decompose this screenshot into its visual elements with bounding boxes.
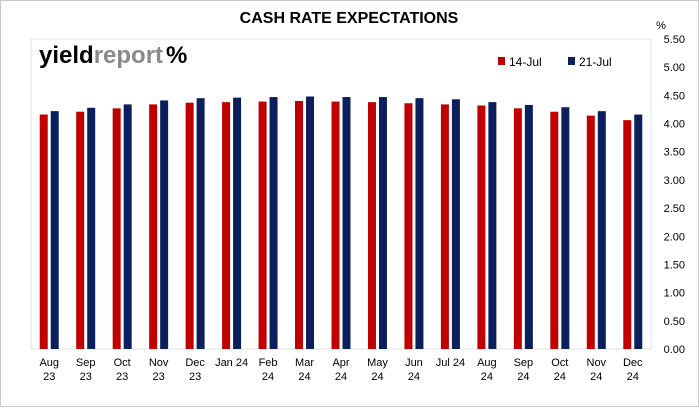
bar-14-jul-5: [222, 102, 231, 349]
x-tick-label: Jan 24: [215, 357, 248, 369]
x-tick-label: 24: [590, 371, 602, 383]
x-tick-label: Nov: [587, 357, 607, 369]
bar-21-jul-16: [634, 114, 643, 349]
bar-14-jul-2: [112, 108, 121, 349]
x-tick-label: Jul 24: [436, 357, 465, 369]
bar-14-jul-11: [440, 104, 449, 349]
bar-21-jul-2: [123, 104, 132, 349]
bar-21-jul-9: [378, 97, 387, 350]
x-tick-label: 23: [116, 371, 128, 383]
bar-14-jul-1: [76, 111, 85, 349]
legend-swatch-21-jul: [568, 57, 575, 65]
y-tick-label: 5.00: [664, 62, 685, 74]
x-tick-label: Dec: [623, 357, 643, 369]
y-tick-label: 1.50: [664, 259, 685, 271]
bar-21-jul-4: [196, 98, 205, 349]
x-tick-label: 24: [408, 371, 420, 383]
bar-21-jul-15: [597, 111, 606, 350]
x-tick-label: 23: [153, 371, 165, 383]
bar-21-jul-13: [524, 104, 533, 349]
x-tick-label: Oct: [114, 357, 131, 369]
x-tick-label: 24: [554, 371, 566, 383]
legend-label-21-jul: 21-Jul: [579, 55, 612, 69]
logo-text-yield: yield: [39, 42, 94, 69]
x-tick-label: 23: [189, 371, 201, 383]
x-tick-label: Aug: [39, 357, 59, 369]
bar-21-jul-11: [451, 99, 460, 350]
bar-14-jul-4: [185, 102, 194, 349]
x-tick-label: Oct: [551, 357, 568, 369]
legend: 14-Jul 21-Jul: [498, 55, 612, 69]
y-tick-label: 4.50: [664, 90, 685, 102]
bar-14-jul-15: [586, 115, 595, 350]
bar-14-jul-7: [295, 101, 304, 349]
legend-label-14-jul: 14-Jul: [509, 55, 542, 69]
x-tick-label: 24: [517, 371, 529, 383]
logo-percent-symbol: %: [166, 42, 187, 69]
x-tick-label: Jun: [405, 357, 423, 369]
bar-21-jul-7: [306, 96, 315, 349]
x-tick-label: 24: [627, 371, 639, 383]
y-tick-label: 0.50: [664, 316, 685, 328]
chart-title: CASH RATE EXPECTATIONS: [240, 10, 459, 27]
x-tick-label: May: [367, 357, 388, 369]
x-tick-label: 23: [43, 371, 55, 383]
y-tick-label: 2.50: [664, 203, 685, 215]
bar-21-jul-8: [342, 97, 351, 350]
y-axis-unit: %: [656, 20, 666, 32]
bar-14-jul-6: [258, 101, 267, 350]
bar-21-jul-6: [269, 97, 278, 350]
y-tick-label: 5.50: [664, 34, 685, 46]
y-tick-label: 3.00: [664, 175, 685, 187]
bar-21-jul-5: [233, 97, 242, 349]
y-tick-label: 1.00: [664, 288, 685, 300]
yieldreport-logo: yieldreport%: [39, 42, 187, 69]
bar-21-jul-10: [415, 98, 424, 349]
bar-14-jul-10: [404, 103, 413, 349]
y-tick-label: 4.00: [664, 119, 685, 131]
svg-text:yieldreport%: yieldreport%: [39, 42, 187, 69]
bar-14-jul-13: [513, 108, 522, 349]
bar-21-jul-14: [561, 107, 570, 349]
bar-21-jul-1: [87, 107, 96, 349]
bars: [39, 96, 643, 350]
x-tick-label: 23: [80, 371, 92, 383]
bar-21-jul-3: [160, 100, 169, 349]
x-tick-label: 24: [371, 371, 383, 383]
bar-14-jul-12: [477, 105, 486, 349]
x-tick-label: 24: [335, 371, 347, 383]
bar-14-jul-9: [367, 102, 376, 349]
bar-14-jul-0: [39, 114, 48, 349]
bar-14-jul-14: [550, 111, 559, 349]
legend-swatch-14-jul: [498, 57, 505, 65]
x-tick-label: Nov: [149, 357, 169, 369]
bar-21-jul-12: [488, 102, 497, 349]
x-tick-label: Sep: [76, 357, 96, 369]
y-tick-label: 0.00: [664, 344, 685, 356]
x-tick-label: 24: [481, 371, 493, 383]
y-tick-label: 2.00: [664, 231, 685, 243]
x-tick-label: Feb: [259, 357, 278, 369]
x-axis: Aug 23 Sep 23 Oct 23 Nov 23 Dec 23 Jan 24 Feb 24 Mar 2…: [39, 357, 643, 383]
x-tick-label: Mar: [295, 357, 314, 369]
bar-14-jul-8: [331, 101, 340, 350]
y-tick-label: 3.50: [664, 147, 685, 159]
bar-14-jul-16: [623, 120, 632, 349]
x-tick-label: Sep: [514, 357, 534, 369]
x-tick-label: Aug: [477, 357, 497, 369]
y-axis: 0.00 0.50 1.00 1.50 2.00 2.50 3.00 3.50 4.00 4.50…: [664, 34, 685, 356]
bar-21-jul-0: [50, 111, 59, 350]
x-tick-label: 24: [262, 371, 274, 383]
x-tick-label: Dec: [185, 357, 205, 369]
logo-text-report: report: [94, 42, 163, 69]
plot-area: [30, 38, 652, 350]
x-tick-label: Apr: [332, 357, 349, 369]
x-tick-label: 24: [298, 371, 310, 383]
bar-14-jul-3: [149, 104, 158, 349]
